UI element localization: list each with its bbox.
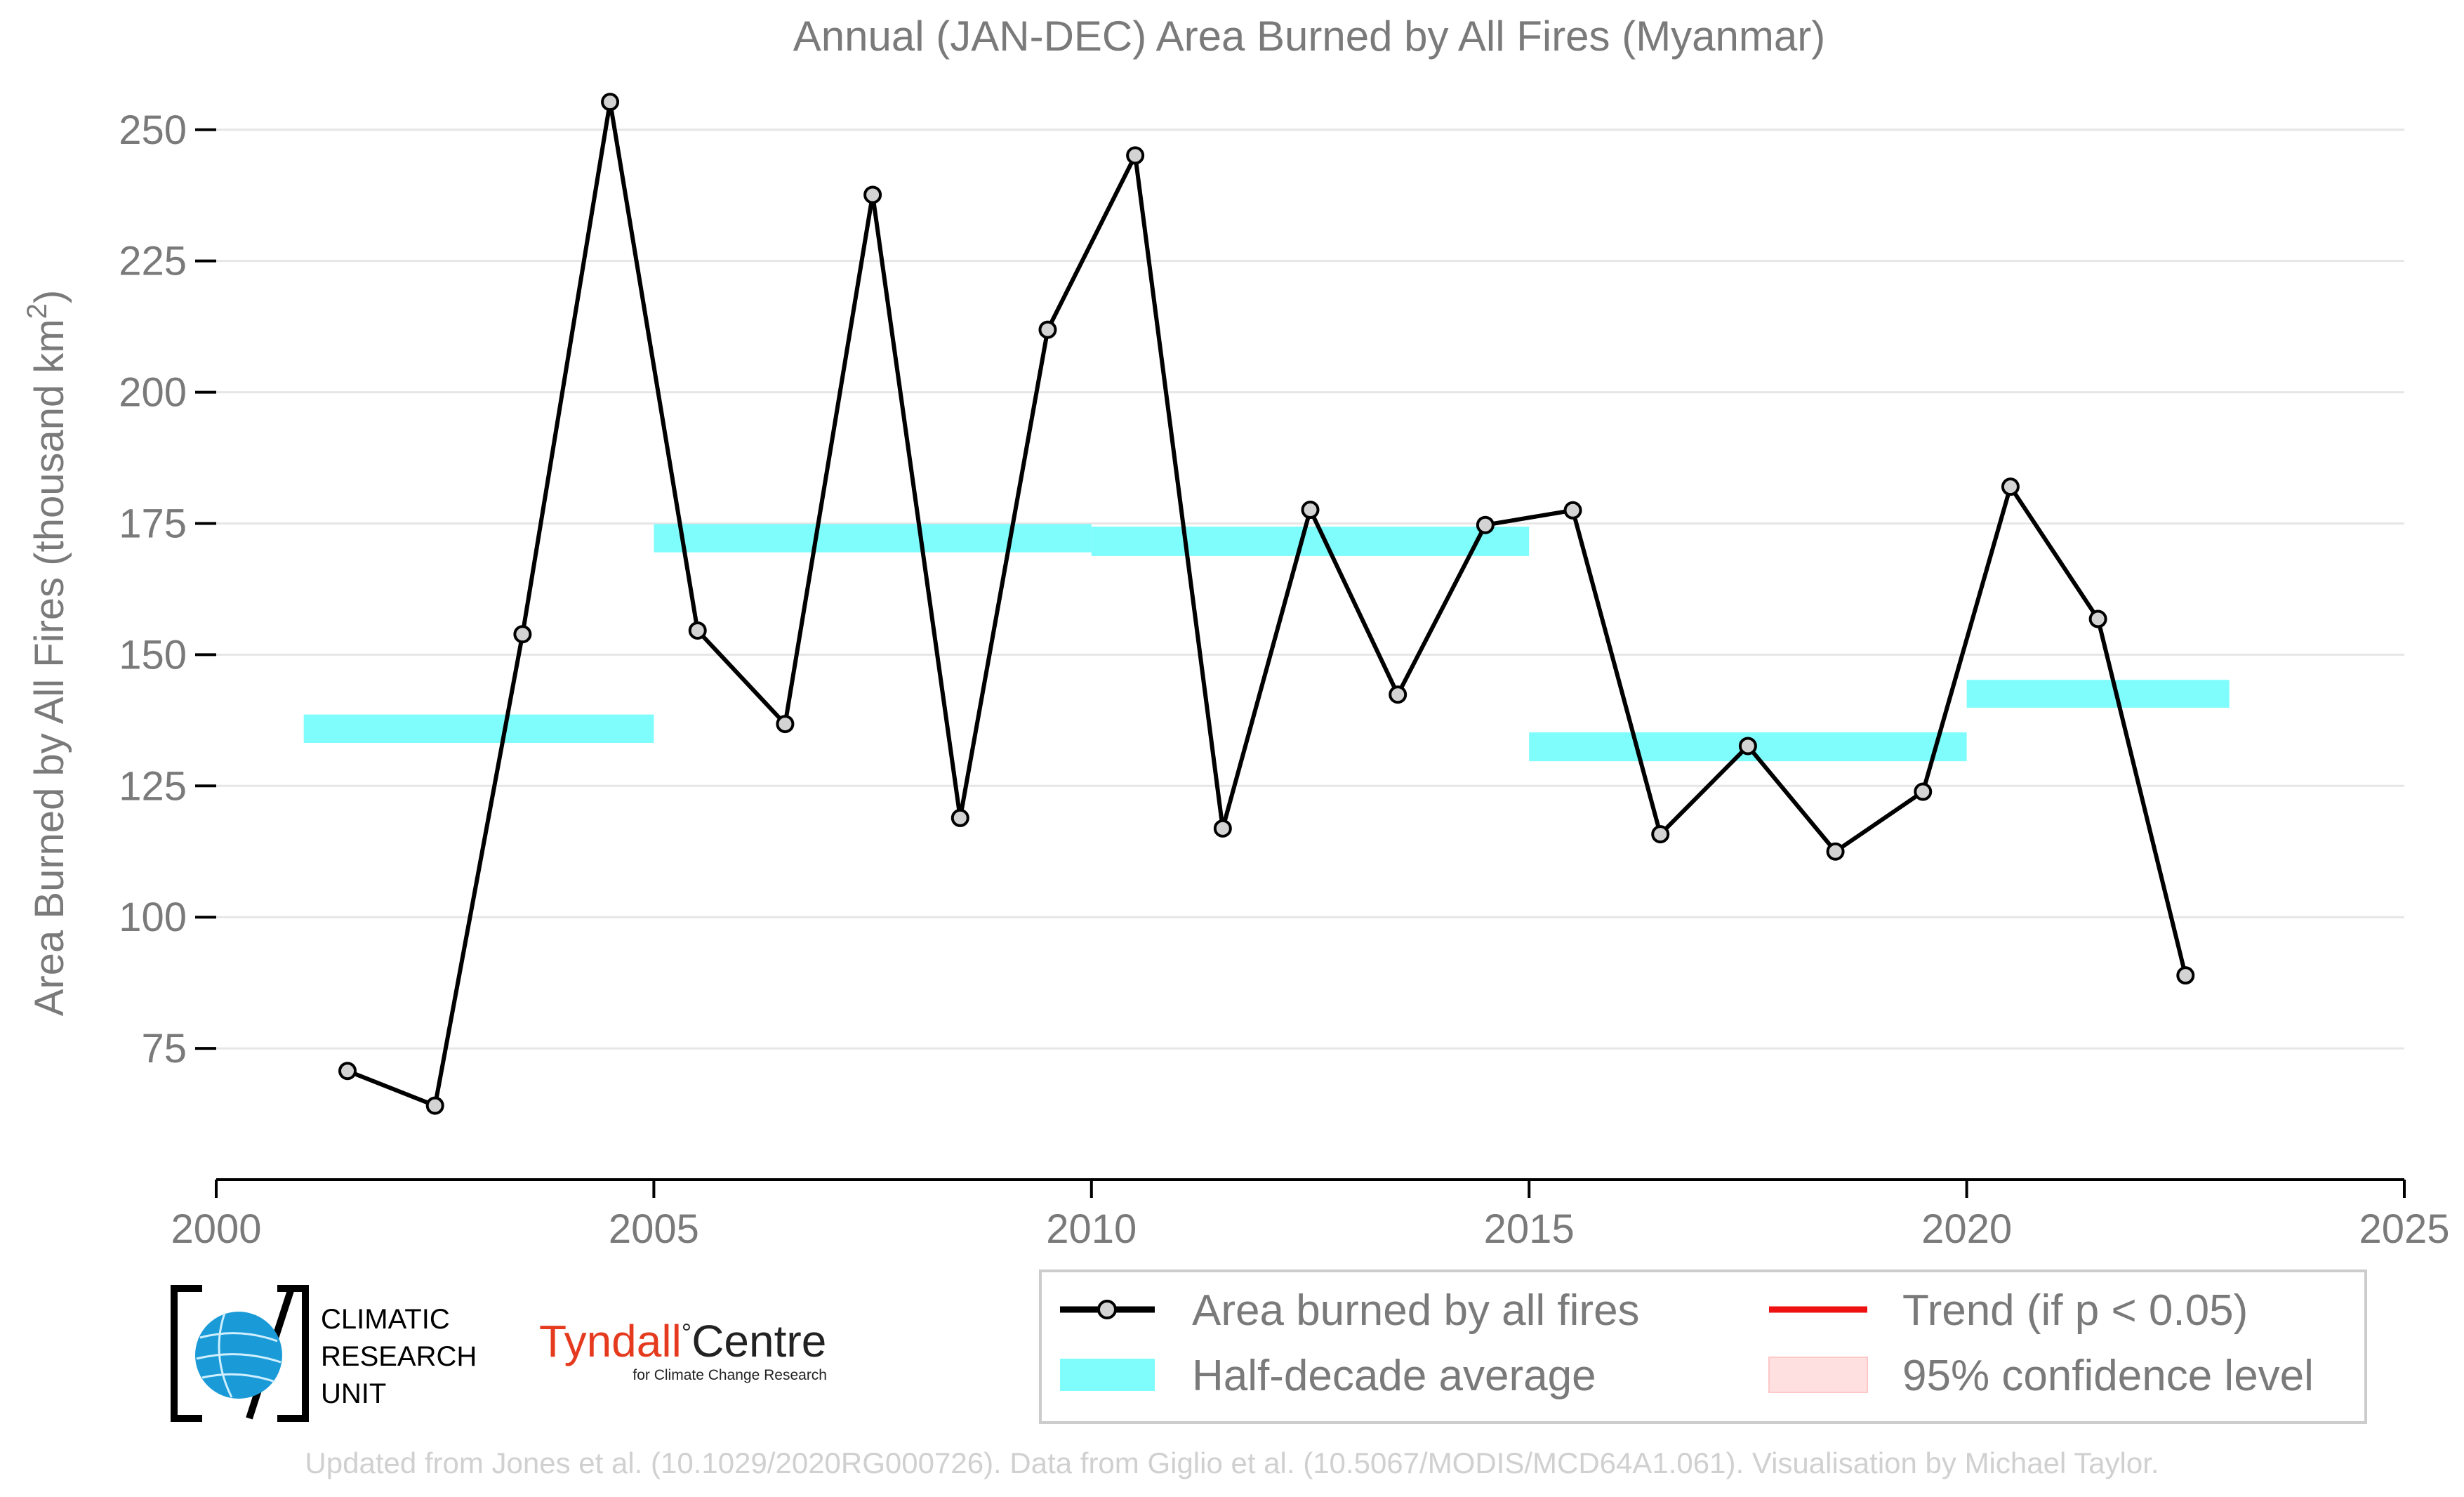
data-point — [2001, 477, 2020, 496]
y-tick-label: 250 — [119, 107, 187, 153]
cru-logo: CLIMATIC RESEARCH UNIT — [171, 1285, 477, 1422]
chart-title: Annual (JAN-DEC) Area Burned by All Fire… — [793, 13, 1825, 60]
legend-label-area-burned: Area burned by all fires — [1192, 1286, 1640, 1335]
data-point — [1389, 685, 1407, 704]
y-axis-label-superscript: 2 — [22, 303, 53, 319]
data-point — [1476, 515, 1495, 534]
x-tick-label: 2020 — [1921, 1206, 2012, 1252]
legend-label-ci: 95% confidence level — [1902, 1352, 2314, 1400]
y-tick-label: 100 — [119, 895, 187, 940]
data-point — [951, 808, 969, 827]
data-point — [1563, 501, 1582, 520]
data-point — [513, 625, 532, 644]
y-axis-label-end: ) — [27, 290, 72, 303]
legend-label-half-decade: Half-decade average — [1192, 1352, 1596, 1400]
axes: 75 100 125 150 175 200 225 250 2000 2005 2010 2015 2… — [119, 107, 2449, 1252]
half-decade-band — [1966, 680, 2230, 708]
legend-frame — [1039, 1270, 2367, 1424]
data-point — [688, 621, 707, 640]
data-point — [1826, 842, 1845, 861]
half-decade-band — [1091, 526, 1530, 556]
series-line-group — [346, 100, 2188, 1108]
y-tick-label: 125 — [119, 763, 187, 809]
legend-ci-swatch — [1768, 1357, 1868, 1393]
x-tick-label: 2005 — [609, 1206, 699, 1252]
tyndall-logo-subtitle: for Climate Change Research — [632, 1367, 827, 1383]
data-point — [1651, 825, 1670, 844]
series-line — [346, 100, 2188, 1108]
data-point — [601, 93, 620, 112]
series-points — [338, 93, 2195, 1115]
data-point — [1301, 501, 1320, 520]
x-tick-label: 2015 — [1484, 1206, 1575, 1252]
y-tick-label: 200 — [119, 370, 187, 416]
footer-credits: Updated from Jones et al. (10.1029/2020R… — [305, 1446, 2159, 1479]
y-tick-label: 150 — [119, 632, 187, 678]
legend: Area burned by all fires Half-decade ave… — [1039, 1270, 2367, 1424]
legend-marker-swatch — [1097, 1300, 1117, 1319]
y-tick-label: 225 — [119, 239, 187, 284]
data-point — [776, 715, 795, 734]
tyndall-logo-title: Tyndall°Centre — [539, 1316, 826, 1366]
x-tick-label: 2010 — [1046, 1206, 1137, 1252]
half-decade-band — [303, 714, 654, 743]
cru-logo-line-2: RESEARCH — [321, 1341, 477, 1372]
data-point — [1914, 782, 1933, 801]
data-point — [2176, 966, 2195, 985]
x-tick-label: 2000 — [171, 1206, 261, 1252]
y-axis-label: Area Burned by All Fires (thousand km2) — [22, 290, 72, 1017]
data-point — [1738, 737, 1757, 756]
y-tick-label: 175 — [119, 501, 187, 546]
data-point — [2088, 609, 2107, 628]
data-point — [1126, 146, 1145, 165]
grid — [216, 128, 2404, 1050]
half-decade-band — [654, 524, 1092, 553]
data-point — [338, 1062, 357, 1081]
half-decade-bands — [303, 524, 2230, 762]
tyndall-logo: Tyndall°Centre for Climate Change Resear… — [539, 1316, 827, 1383]
legend-band-swatch — [1060, 1359, 1155, 1391]
globe-icon-lines — [196, 1312, 281, 1398]
cru-logo-line-1: CLIMATIC — [321, 1304, 450, 1335]
cru-logo-bracket-left — [171, 1285, 202, 1422]
cru-logo-line-3: UNIT — [321, 1378, 386, 1409]
data-point — [425, 1096, 444, 1115]
y-tick-label: 75 — [141, 1026, 187, 1071]
x-tick-label: 2025 — [2359, 1206, 2449, 1252]
data-point — [863, 185, 882, 204]
data-point — [1213, 819, 1232, 838]
data-point — [1038, 320, 1057, 339]
legend-label-trend: Trend (if p < 0.05) — [1902, 1286, 2248, 1335]
